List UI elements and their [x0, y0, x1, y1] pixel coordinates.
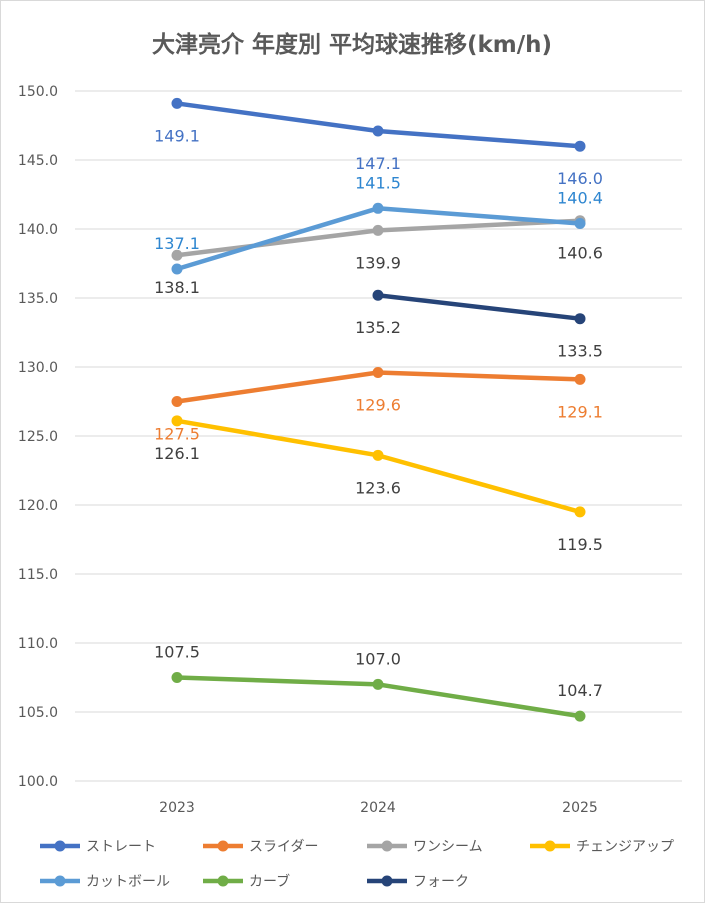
legend-label: ワンシーム — [413, 839, 483, 855]
data-point — [574, 140, 586, 152]
data-label: 135.2 — [355, 318, 401, 337]
data-label: 149.1 — [154, 126, 200, 145]
y-tick-label: 135.0 — [18, 291, 58, 307]
series-line — [377, 293, 581, 321]
y-tick-label: 100.0 — [18, 774, 58, 790]
legend-marker — [217, 875, 229, 887]
legend-label: カットボール — [86, 874, 170, 890]
legend-item: カーブ — [203, 873, 290, 890]
series-line — [176, 101, 581, 149]
legend-marker — [381, 875, 393, 887]
x-tick-label: 2023 — [159, 800, 195, 816]
data-label: 107.5 — [154, 643, 200, 662]
data-point — [574, 313, 586, 325]
y-tick-label: 145.0 — [18, 153, 58, 169]
legend-label: カーブ — [249, 873, 290, 890]
y-tick-label: 110.0 — [18, 636, 58, 652]
x-tick-label: 2025 — [562, 800, 598, 816]
y-tick-label: 140.0 — [18, 222, 58, 238]
legend-marker — [217, 840, 229, 852]
data-label: 146.0 — [557, 169, 603, 188]
y-tick-label: 130.0 — [18, 360, 58, 376]
legend-item: ワンシーム — [367, 839, 483, 855]
data-point — [574, 710, 586, 722]
legend-marker — [381, 840, 393, 852]
legend-item: スライダー — [203, 839, 318, 855]
data-point — [171, 415, 183, 427]
data-point — [372, 289, 384, 301]
data-point — [372, 449, 384, 461]
legend-label: スライダー — [249, 839, 318, 855]
data-label: 123.6 — [355, 478, 401, 497]
y-tick-label: 115.0 — [18, 567, 58, 583]
data-point — [171, 396, 183, 407]
y-tick-label: 150.0 — [18, 84, 58, 100]
data-point — [574, 506, 586, 518]
data-label: 129.6 — [355, 396, 401, 415]
data-label: 139.9 — [355, 253, 401, 272]
data-point — [372, 367, 384, 379]
data-label: 107.0 — [355, 649, 401, 668]
data-label: 129.1 — [557, 402, 603, 421]
data-point — [171, 97, 183, 109]
data-label: 141.5 — [355, 173, 401, 192]
data-point — [372, 202, 384, 214]
data-label: 127.5 — [154, 425, 200, 444]
legend-marker — [544, 840, 556, 852]
data-label: 126.1 — [154, 444, 200, 463]
data-label: 137.1 — [154, 234, 200, 253]
chart-title: 大津亮介 年度別 平均球速推移(km/h) — [152, 31, 552, 58]
y-tick-label: 125.0 — [18, 429, 58, 445]
data-label: 133.5 — [557, 342, 603, 361]
data-point — [372, 125, 384, 137]
legend-item: ストレート — [40, 839, 156, 855]
legend-item: カットボール — [40, 874, 170, 890]
series-line — [176, 418, 581, 515]
legend-item: フォーク — [367, 874, 469, 890]
data-label: 104.7 — [557, 681, 603, 700]
y-tick-label: 120.0 — [18, 498, 58, 514]
data-point — [372, 224, 384, 236]
data-label: 147.1 — [355, 154, 401, 173]
legend-label: フォーク — [413, 874, 469, 890]
data-point — [574, 217, 586, 229]
legend-label: ストレート — [86, 839, 156, 855]
x-tick-label: 2024 — [360, 800, 396, 816]
data-label: 138.1 — [154, 278, 200, 297]
data-point — [171, 249, 183, 261]
legend-item: チェンジアップ — [530, 839, 674, 855]
data-point — [171, 672, 183, 683]
legend-marker — [54, 840, 66, 852]
data-point — [171, 263, 183, 275]
data-point — [574, 373, 586, 385]
data-label: 119.5 — [557, 535, 603, 554]
legend-marker — [54, 875, 66, 887]
data-point — [372, 678, 384, 690]
data-label: 140.4 — [557, 188, 603, 207]
legend-label: チェンジアップ — [576, 839, 674, 855]
data-label: 140.6 — [557, 244, 603, 263]
y-tick-label: 105.0 — [18, 705, 58, 721]
